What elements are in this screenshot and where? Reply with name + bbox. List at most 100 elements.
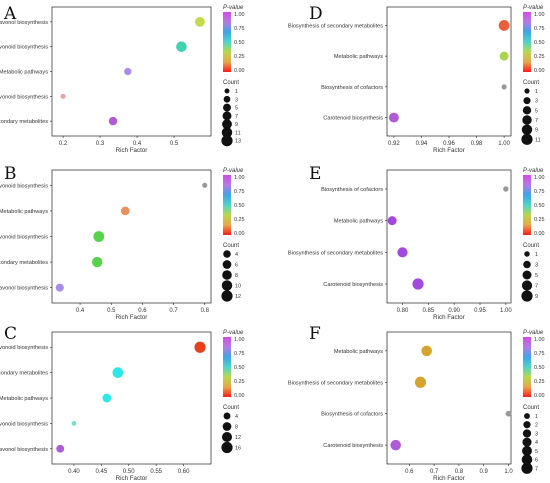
count-legend-title: Count [523, 243, 539, 249]
y-tick-label: Biosynthesis of secondary metabolites [288, 380, 383, 386]
panel-d: D Carotenoid biosynthesis Biosynthesis of … [275, 0, 550, 160]
y-tick-label: Metabolic pathways [334, 349, 383, 355]
data-point [55, 283, 64, 292]
y-tick-label: Biosynthesis of secondary metabolites [0, 260, 48, 266]
colorbar-tick-label: 1.00 [234, 175, 245, 181]
size-legend-dot [522, 106, 532, 115]
x-axis-title: Rich Factor [116, 147, 148, 154]
size-legend-dot [223, 95, 231, 103]
data-point [56, 444, 65, 453]
count-legend-title: Count [223, 405, 239, 411]
x-axis-title: Rich Factor [433, 147, 465, 154]
size-legend-label: 6 [535, 458, 538, 464]
x-tick-label: 0.8 [455, 469, 464, 475]
y-tick-label: Carotenoid biosynthesis [323, 282, 383, 288]
chart-b: Flavone and flavonol biosynthesis Biosynt… [0, 168, 245, 320]
size-legend-label: 9 [235, 122, 238, 128]
size-legend-label: 9 [535, 294, 538, 300]
y-tick-label: Carotenoid biosynthesis [323, 116, 383, 122]
size-legend-label: 6 [235, 263, 238, 269]
size-legend-dot [221, 290, 233, 302]
size-legend-dot [223, 103, 231, 112]
plot-frame [51, 331, 212, 465]
colorbar [223, 12, 231, 72]
chart-c: Flavone and flavonol biosynthesis Isoflav… [0, 330, 245, 480]
size-legend-dot [223, 250, 231, 258]
colorbar-tick-label: 1.00 [534, 337, 545, 343]
x-tick-label: 1.00 [500, 308, 512, 314]
colorbar-tick-label: 0.75 [234, 351, 245, 357]
panel-a: A Biosynthesis of secondary metabolites Is… [0, 0, 275, 160]
x-axis-title: Rich Factor [116, 475, 148, 480]
data-point [120, 206, 130, 216]
size-legend-dot [222, 119, 232, 130]
y-tick-label: Flavone and flavonol biosynthesis [0, 447, 48, 453]
data-point [108, 116, 118, 126]
colorbar [523, 175, 531, 235]
x-tick-label: 0.3 [96, 141, 105, 147]
colorbar-tick-label: 0.50 [234, 203, 245, 209]
x-tick-label: 0.7 [430, 469, 439, 475]
x-tick-label: 0.96 [443, 141, 455, 147]
y-tick-label: Flavonoid biosynthesis [0, 45, 48, 51]
size-legend-dot [521, 133, 533, 145]
size-legend-dot [523, 421, 531, 429]
x-tick-label: 0.5 [170, 141, 179, 147]
data-point [112, 367, 124, 378]
x-tick-label: 0.98 [471, 141, 483, 147]
data-point [505, 410, 512, 417]
data-point [93, 231, 105, 242]
size-legend-label: 4 [535, 440, 538, 446]
y-tick-label: Flavone and flavonol biosynthesis [0, 286, 48, 292]
data-point [499, 51, 509, 61]
y-tick-label: Biosynthesis of cofactors [321, 187, 383, 193]
size-legend-dot [222, 270, 232, 280]
size-legend-label: 5 [535, 449, 538, 455]
size-legend-label: 4 [235, 414, 238, 420]
data-point [194, 341, 206, 353]
size-legend-dot [523, 260, 531, 269]
x-tick-label: 0.8 [201, 308, 210, 314]
plot-frame [386, 169, 512, 304]
size-legend-dot [222, 111, 232, 121]
size-legend-label: 4 [235, 252, 238, 258]
plot-frame [386, 331, 512, 465]
count-legend-title: Count [223, 243, 239, 249]
x-tick-label: 0.4 [76, 308, 85, 314]
colorbar-tick-label: 0.25 [534, 217, 545, 223]
size-legend-label: 7 [535, 118, 538, 124]
plot-frame [51, 6, 212, 137]
x-tick-label: 0.5 [107, 308, 116, 314]
x-tick-label: 0.2 [59, 141, 68, 147]
colorbar-tick-label: 0.50 [534, 365, 545, 371]
data-point [412, 278, 424, 290]
size-legend-label: 16 [235, 446, 241, 452]
size-legend-label: 12 [235, 435, 241, 441]
pvalue-legend-title: P-value [523, 330, 544, 336]
panel-f: F Carotenoid biosynthesis Biosynthesis of … [275, 320, 550, 480]
colorbar [523, 12, 531, 72]
size-legend-dot [222, 260, 232, 269]
panel-label: A [4, 4, 17, 24]
size-legend-dot [522, 445, 532, 456]
x-tick-label: 0.45 [96, 469, 108, 475]
size-legend-label: 11 [235, 130, 241, 136]
pvalue-legend-title: P-value [223, 168, 244, 174]
y-tick-label: Metabolic pathways [334, 54, 383, 60]
data-point [102, 393, 112, 403]
colorbar [523, 337, 531, 397]
size-legend-label: 3 [535, 99, 538, 105]
y-tick-label: Metabolic pathways [0, 209, 48, 215]
size-legend-dot [221, 127, 233, 138]
size-legend-dot [223, 412, 231, 420]
size-legend-dot [521, 454, 533, 465]
y-tick-label: Biosynthesis of secondary metabolites [288, 250, 383, 256]
data-point [176, 41, 187, 52]
colorbar [223, 175, 231, 235]
size-legend-dot [521, 124, 533, 135]
x-tick-label: 0.40 [68, 469, 80, 475]
size-legend-dot [522, 115, 532, 125]
chart-e: Carotenoid biosynthesis Biosynthesis of s… [288, 168, 545, 320]
colorbar-tick-label: 0.50 [234, 40, 245, 46]
data-point [503, 186, 509, 192]
